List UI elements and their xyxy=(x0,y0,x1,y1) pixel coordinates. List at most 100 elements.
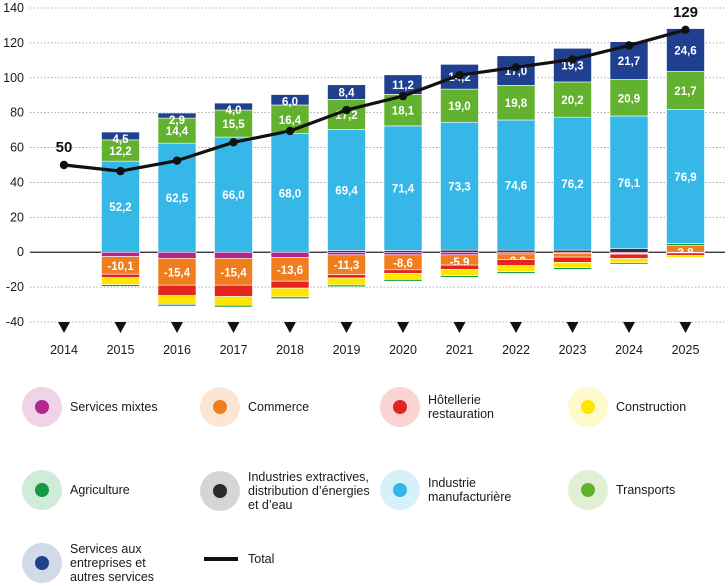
bar-segment-industrie_manuf xyxy=(553,116,592,251)
legend-label: Services aux entreprises et autres servi… xyxy=(70,542,155,584)
data-label-services_entreprises: 21,7 xyxy=(618,56,640,68)
bar-segment-services_mixtes xyxy=(270,251,310,258)
y-tick-label: 0 xyxy=(17,245,24,259)
legend-label: Industries extractives, distribution d’é… xyxy=(248,470,370,512)
bar-segment-hotellerie xyxy=(609,253,649,259)
x-tick-label: 2014 xyxy=(50,343,78,357)
data-label-services_entreprises: 6,0 xyxy=(282,97,298,109)
y-tick-label: -20 xyxy=(6,280,24,294)
legend-swatch-dot xyxy=(35,556,49,570)
bar-segment-industries_extractives xyxy=(496,249,536,253)
legend-label: Total xyxy=(248,552,275,566)
x-tick-label: 2024 xyxy=(615,343,643,357)
bar-segment-industrie_manuf xyxy=(270,133,310,253)
legend-label: Transports xyxy=(616,483,676,497)
legend-label: Services mixtes xyxy=(70,400,158,414)
bar-segment-construction xyxy=(440,269,479,276)
bar-segment-agriculture xyxy=(609,262,649,265)
legend-item-services_entreprises: Services aux entreprises et autres servi… xyxy=(22,542,154,584)
bar-segment-hotellerie xyxy=(383,269,423,274)
data-label-transports: 15,5 xyxy=(222,119,245,131)
bar-segment-industrie_manuf xyxy=(666,109,705,244)
data-label-industrie_manuf: 62,5 xyxy=(166,193,189,205)
legend-item-hotellerie: Hôtellerie restauration xyxy=(380,387,494,427)
bar-segment-transports xyxy=(666,71,705,110)
bar-segment-agriculture xyxy=(270,296,310,299)
data-label-services_entreprises: 8,4 xyxy=(339,88,356,100)
data-label-services_entreprises: 4,5 xyxy=(113,134,130,146)
data-label-transports: 20,2 xyxy=(561,95,583,107)
data-label-transports: 14,4 xyxy=(166,126,189,138)
y-tick-label: 80 xyxy=(10,106,24,120)
legend-swatch xyxy=(200,387,240,427)
bar-segment-agriculture xyxy=(157,304,197,307)
chart: 140 120 100 80 60 40 20 0 -20 -40 -10,1 52,2 12,24,5… xyxy=(3,1,725,357)
bar-segment-services_entreprises xyxy=(327,84,366,100)
bar-segment-transports xyxy=(157,117,197,144)
bar-segment-construction xyxy=(327,277,366,286)
legend-label: Commerce xyxy=(248,400,310,414)
bar-segment-construction xyxy=(666,255,705,258)
bar-segment-construction xyxy=(609,258,649,264)
bar-segment-hotellerie xyxy=(270,280,310,289)
legend-item-construction: Construction xyxy=(568,387,686,427)
total-label: 129 xyxy=(673,4,698,21)
bar-segment-services_entreprises xyxy=(553,47,592,83)
x-axis-marker xyxy=(453,322,466,333)
total-point xyxy=(59,160,69,170)
y-tick-label: 60 xyxy=(10,141,24,155)
legend-swatch-dot xyxy=(393,483,407,497)
bar-segment-industries_extractives xyxy=(553,249,592,253)
total-point xyxy=(342,105,351,115)
total-point xyxy=(568,55,577,64)
bar-segment-services_entreprises xyxy=(270,94,310,106)
data-label-services_entreprises: 2,9 xyxy=(169,115,185,127)
data-label-industrie_manuf: 52,2 xyxy=(109,202,131,214)
total-point xyxy=(511,63,521,72)
x-axis-marker xyxy=(623,322,635,333)
data-label-commerce: -11,3 xyxy=(334,260,360,272)
legend-label: Agriculture xyxy=(70,483,130,497)
data-label-industrie_manuf: 68,0 xyxy=(279,188,301,200)
legend-swatch xyxy=(568,470,608,510)
legend-label: Industrie manufacturière xyxy=(428,476,512,504)
bar-segment-services_mixtes xyxy=(214,251,253,259)
legend-swatch-dot xyxy=(35,483,49,497)
x-tick-label: 2015 xyxy=(107,343,135,357)
bar-segment-hotellerie xyxy=(327,274,366,279)
data-label-transports: 21,7 xyxy=(674,86,696,98)
legend-item-total: Total xyxy=(200,552,274,566)
bar-segment-industrie_manuf xyxy=(609,115,649,250)
bar-segment-industrie_manuf xyxy=(496,119,536,251)
bar-segment-industrie_manuf xyxy=(214,136,253,253)
bar-segment-services_entreprises xyxy=(666,28,705,72)
legend-label: Construction xyxy=(616,400,687,414)
bar-segment-commerce xyxy=(553,253,592,258)
data-label-industrie_manuf: 76,2 xyxy=(561,179,583,191)
x-tick-label: 2020 xyxy=(389,343,417,357)
bar-segment-commerce xyxy=(157,258,197,286)
x-tick-label: 2019 xyxy=(333,343,361,357)
bar-segment-hotellerie xyxy=(666,252,705,256)
x-axis-marker xyxy=(566,322,579,333)
legend-line-swatch xyxy=(204,557,238,561)
legend-swatch-dot xyxy=(35,400,49,414)
total-line xyxy=(63,28,686,173)
data-label-commerce: -13,6 xyxy=(277,265,303,277)
data-label-industrie_manuf: 66,0 xyxy=(222,190,244,202)
legend-item-services_mixtes: Services mixtes xyxy=(22,387,158,427)
bar-segment-construction xyxy=(214,296,253,306)
data-label-industrie_manuf: 76,1 xyxy=(618,178,641,190)
legend-item-agriculture: Agriculture xyxy=(22,470,130,510)
total-point xyxy=(455,70,464,80)
data-label-services_entreprises: 11,2 xyxy=(392,80,414,92)
data-label-services_entreprises: 19,3 xyxy=(561,61,583,73)
bar-segment-services_mixtes xyxy=(440,251,479,256)
total-point xyxy=(116,166,125,176)
legend-swatch xyxy=(22,387,62,427)
bar-segment-hotellerie xyxy=(157,284,197,296)
y-tick-label: 120 xyxy=(3,36,24,50)
x-tick-label: 2023 xyxy=(559,343,587,357)
x-axis-marker xyxy=(510,322,522,333)
data-label-transports: 20,9 xyxy=(618,93,640,105)
